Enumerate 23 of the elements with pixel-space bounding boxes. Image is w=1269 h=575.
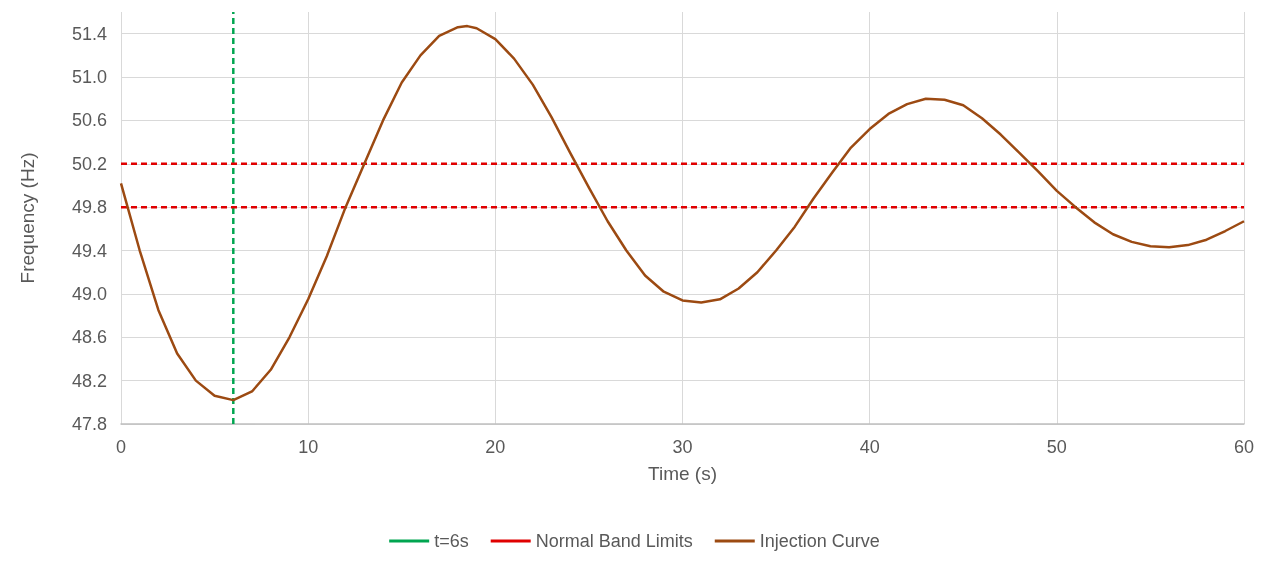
x-axis-title: Time (s)	[648, 463, 717, 484]
y-tick-label: 48.6	[71, 327, 107, 348]
y-tick-label: 49.4	[71, 240, 107, 261]
y-tick-label: 47.8	[71, 414, 107, 434]
x-tick-label: 40	[859, 437, 880, 457]
y-axis-title: Frequency (Hz)	[17, 152, 38, 284]
y-tick-label: 49.0	[71, 283, 107, 304]
y-tick-label: 50.6	[71, 110, 107, 131]
x-tick-label: 60	[1233, 437, 1255, 457]
y-tick-label: 51.0	[71, 67, 107, 88]
legend-label: Normal Band Limits	[535, 531, 693, 551]
x-tick-label: 0	[115, 437, 127, 457]
legend-label: t=6s	[434, 531, 469, 551]
y-tick-label: 50.2	[71, 153, 107, 174]
x-tick-label: 50	[1046, 437, 1067, 457]
x-tick-label: 30	[672, 437, 693, 457]
x-tick-label: 10	[298, 437, 319, 457]
y-tick-label: 48.2	[71, 370, 107, 391]
y-tick-label: 51.4	[71, 23, 107, 44]
line-series	[119, 24, 1246, 402]
y-tick-label: 49.8	[71, 197, 107, 218]
legend-label: Injection Curve	[759, 531, 880, 551]
x-tick-label: 20	[485, 437, 506, 457]
